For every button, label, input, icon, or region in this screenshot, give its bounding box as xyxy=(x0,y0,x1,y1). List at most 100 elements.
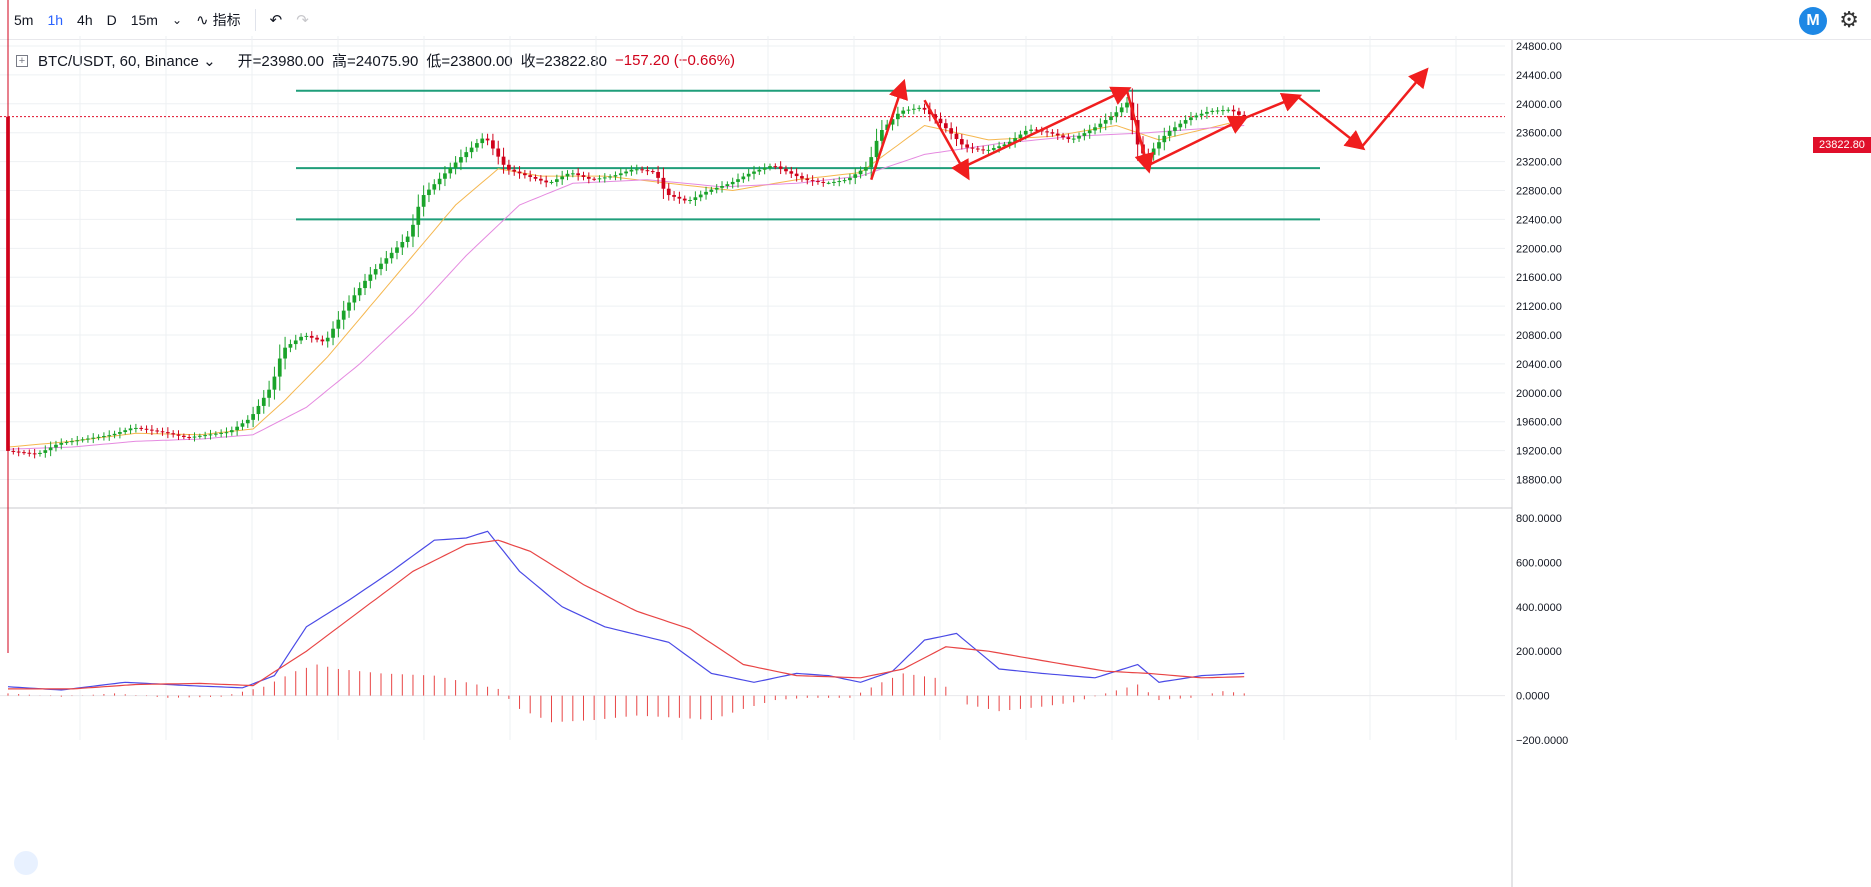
candle-body xyxy=(581,175,586,177)
candle-body xyxy=(629,169,634,172)
candle-body xyxy=(837,181,842,183)
candle-body xyxy=(741,176,746,180)
chevron-down-icon[interactable]: ⌄ xyxy=(171,12,183,27)
candle-body xyxy=(261,397,266,406)
candle-body xyxy=(96,436,101,438)
projection-arrow xyxy=(1147,115,1249,167)
candle-body xyxy=(64,442,69,444)
candle-body xyxy=(757,169,762,172)
interval-d[interactable]: D xyxy=(106,11,117,28)
interval-1h[interactable]: 1h xyxy=(47,11,64,28)
price-tick-label: 20000.00 xyxy=(1516,388,1562,400)
brand-logo-icon[interactable]: M xyxy=(1799,7,1827,35)
candle-body xyxy=(592,178,597,180)
candle-body xyxy=(762,167,767,170)
last-price-tag: 23822.80 xyxy=(1813,137,1871,153)
candle-body xyxy=(176,434,181,436)
candle-body xyxy=(576,173,581,176)
candle-body xyxy=(736,179,740,182)
candle-body xyxy=(464,152,469,158)
redo-icon[interactable]: ↷ xyxy=(296,11,309,29)
candle-body xyxy=(283,347,287,359)
candle-body xyxy=(709,189,714,192)
interval-15m[interactable]: 15m xyxy=(130,11,158,28)
candle-body xyxy=(1087,130,1092,134)
candle-body xyxy=(618,173,623,176)
projection-arrow xyxy=(1360,67,1429,148)
candle-body xyxy=(139,427,144,429)
candle-body xyxy=(118,432,122,434)
candle-body xyxy=(160,431,165,433)
candle-body xyxy=(86,438,90,440)
candle-body xyxy=(1237,111,1241,115)
candle-body xyxy=(565,173,570,177)
expand-icon[interactable]: + xyxy=(16,54,28,67)
candle-body xyxy=(411,224,415,237)
candle-body xyxy=(304,335,309,337)
interval-5m[interactable]: 5m xyxy=(14,11,34,28)
candle-body xyxy=(1050,132,1055,134)
candle-body xyxy=(293,340,298,345)
candle-body xyxy=(288,344,293,348)
candle-body xyxy=(480,138,485,144)
candle-body xyxy=(331,328,335,338)
price-tick-label: 20400.00 xyxy=(1516,359,1562,371)
candle-body xyxy=(373,269,378,275)
candle-body xyxy=(427,189,431,196)
candle-body xyxy=(251,414,255,420)
candle-body xyxy=(1205,111,1209,114)
candle-body xyxy=(59,442,64,445)
candle-body xyxy=(528,175,533,177)
candle-body xyxy=(842,180,847,182)
candle-body xyxy=(155,430,160,432)
candle-body xyxy=(379,263,383,270)
candle-body xyxy=(794,173,799,177)
macd-tick-label: 200.0000 xyxy=(1516,646,1562,658)
candle-body xyxy=(911,108,916,110)
signal-line xyxy=(8,539,1245,690)
candle-body xyxy=(890,119,895,125)
gear-icon[interactable]: ⚙ xyxy=(1839,7,1859,32)
price-tick-label: 23600.00 xyxy=(1516,128,1562,140)
candle-body xyxy=(698,194,703,198)
candle-body xyxy=(203,435,208,437)
candle-body xyxy=(384,258,389,264)
indicators-button[interactable]: 指标 xyxy=(212,11,241,28)
interval-4h[interactable]: 4h xyxy=(77,11,93,28)
price-tick-label: 19600.00 xyxy=(1516,417,1562,429)
candle-body xyxy=(320,339,325,342)
candle-body xyxy=(954,133,959,140)
symbol-selector[interactable]: BTC/USDT, 60, Binance ⌄ xyxy=(38,52,216,70)
candle-body xyxy=(144,428,149,430)
candle-body xyxy=(975,148,980,150)
price-tick-label: 21600.00 xyxy=(1516,272,1562,284)
candle-body xyxy=(1103,120,1108,124)
candle-body xyxy=(192,436,197,438)
candle-body xyxy=(75,440,80,442)
candle-body xyxy=(1098,123,1103,128)
candle-body xyxy=(586,176,591,179)
candle-body xyxy=(277,358,282,377)
price-tick-label: 20800.00 xyxy=(1516,330,1562,342)
candle-body xyxy=(1013,138,1017,142)
tradingview-badge-icon[interactable] xyxy=(14,851,38,875)
candle-body xyxy=(933,114,938,119)
change-value: −157.20 (−0.66%) xyxy=(614,52,736,69)
undo-icon[interactable]: ↶ xyxy=(269,11,283,29)
candle-body xyxy=(949,128,954,134)
candle-body xyxy=(400,242,405,248)
candle-body xyxy=(325,337,330,342)
candle-body xyxy=(347,302,351,311)
price-tick-label: 23200.00 xyxy=(1516,157,1562,169)
candle-body xyxy=(6,116,10,451)
candle-body xyxy=(197,435,202,437)
macd-line xyxy=(7,530,1245,691)
low-value: 低=23800.00 xyxy=(426,53,513,70)
candle-body xyxy=(1109,116,1113,121)
candle-body xyxy=(496,148,501,157)
indicators-icon[interactable]: ∿ xyxy=(196,11,209,29)
candle-body xyxy=(810,180,815,182)
candle-body xyxy=(778,166,783,169)
candles xyxy=(6,0,1247,653)
